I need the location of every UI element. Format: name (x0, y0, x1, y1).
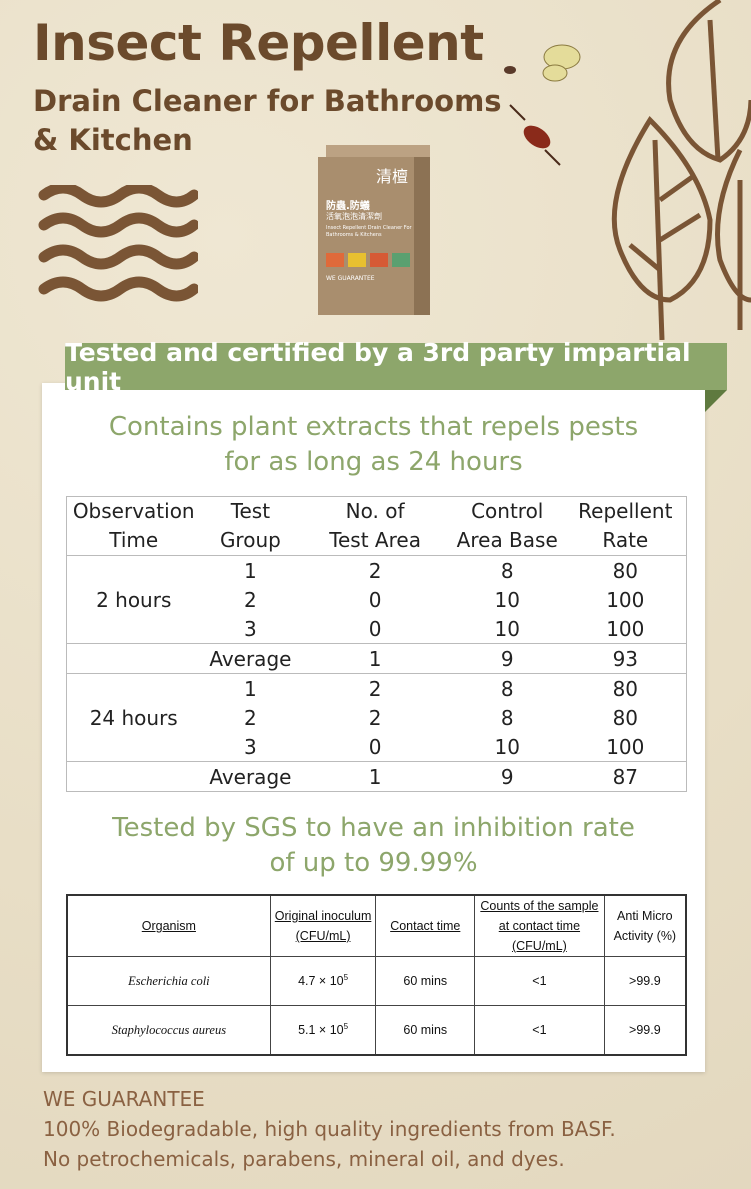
footer-heading: WE GUARANTEE (43, 1087, 205, 1111)
cell: 10 (494, 587, 520, 612)
results-card: Contains plant extracts that repels pest… (42, 383, 705, 1072)
inhibition-heading-line2: of up to 99.99% (269, 848, 478, 878)
banner-fold (705, 390, 727, 412)
cell: 80 (612, 558, 639, 583)
insects-icon (504, 44, 581, 166)
cell: 10 (449, 614, 565, 644)
cell: 8 (500, 676, 514, 701)
table-row: 3 0 10 100 (67, 732, 687, 762)
repellent-heading-line1: Contains plant extracts that repels pest… (108, 412, 639, 442)
table-row: 2 hours 1 2 8 80 (66, 555, 687, 644)
cell: 8 (500, 558, 514, 583)
brand-logo: 清檀 (376, 167, 409, 186)
leaf-decoration-icon (611, 0, 751, 340)
repellent-heading: Contains plant extracts that repels pest… (42, 410, 705, 480)
average-row: Average 1 9 93 (66, 643, 687, 674)
footer-line-free-from: No petrochemicals, parabens, mineral oil… (43, 1147, 565, 1171)
cell: 0 (300, 614, 450, 644)
organism: Escherichia coli (66, 956, 271, 1006)
cell: 1 (300, 643, 450, 674)
cell: 9 (449, 643, 565, 674)
product-guarantee: WE GUARANTEE (326, 275, 375, 282)
cell: 2 (368, 558, 382, 583)
wave-lines-icon (38, 185, 198, 302)
cell: 80 (612, 676, 639, 701)
activity: >99.9 (603, 956, 687, 1006)
average-row: Average 1 9 87 (66, 761, 687, 792)
cell: 2 (244, 587, 257, 612)
product-name-zh2: 活氧泡泡清潔劑 (326, 212, 382, 221)
header-test-group: Test Group (200, 496, 301, 556)
table-row: 2 0 10 100 (67, 585, 687, 614)
table-header-row: Observation Time Test Group No. of Test Are… (66, 496, 687, 556)
cell: 100 (564, 614, 687, 644)
footer-line-ingredients: 100% Biodegradable, high quality ingredi… (43, 1117, 616, 1141)
product-icons (326, 253, 410, 267)
inoculum: 4.7 × 105 (269, 956, 377, 1006)
cell: 1 (300, 761, 450, 792)
header-observation-time: Observation Time (66, 496, 201, 556)
header-control-base: Control Area Base (449, 496, 565, 556)
certification-banner: Tested and certified by a 3rd party impa… (65, 338, 727, 396)
header-test-area: No. of Test Area (300, 496, 450, 556)
sgs-table: Organism Original inoculum (CFU/mL) Cont… (66, 894, 687, 1056)
count: <1 (474, 956, 605, 1006)
cell: 2 (368, 676, 382, 701)
activity: >99.9 (603, 1005, 687, 1056)
cell: 80 (612, 705, 639, 730)
cell: 100 (606, 587, 645, 612)
cell: 3 (200, 614, 301, 644)
blank-cell (66, 643, 201, 674)
header-counts: Counts of the sample at contact time (CF… (474, 894, 605, 957)
inhibition-heading-line1: Tested by SGS to have an inhibition rate (112, 813, 635, 843)
table-row: 2 2 8 80 (67, 703, 687, 732)
contact-time: 60 mins (375, 1005, 476, 1056)
product-name-en: Insect Repellent Drain Cleaner For Bathr… (326, 225, 412, 238)
cell: 0 (300, 732, 450, 762)
page-subtitle: Drain Cleaner for Bathrooms & Kitchen (33, 84, 502, 157)
repellent-table: Observation Time Test Group No. of Test Are… (66, 496, 687, 792)
repellent-heading-line2: for as long as 24 hours (224, 447, 523, 477)
inhibition-heading: Tested by SGS to have an inhibition rate… (42, 811, 705, 881)
table-row: Staphylococcus aureus 5.1 × 105 60 mins … (66, 1005, 687, 1056)
count: <1 (474, 1005, 605, 1056)
product-box-image: 清檀 防蟲.防蟻 活氧泡泡清潔劑 Insect Repellent Drain … (318, 145, 430, 315)
blank-cell (66, 761, 201, 792)
table-header-row: Organism Original inoculum (CFU/mL) Cont… (66, 894, 687, 957)
header-activity: Anti Micro Activity (%) (603, 894, 687, 957)
cell: 9 (449, 761, 565, 792)
header-repellent-rate: Repellent Rate (564, 496, 687, 556)
cell: 2 (244, 705, 257, 730)
guarantee-footer: WE GUARANTEE 100% Biodegradable, high qu… (43, 1084, 616, 1174)
cell: 100 (564, 732, 687, 762)
average-label: Average (200, 643, 301, 674)
header-contact-time: Contact time (375, 894, 476, 957)
table-row: Escherichia coli 4.7 × 105 60 mins <1 >9… (66, 956, 687, 1006)
cell: 2 (368, 705, 382, 730)
cell: 1 (244, 676, 257, 701)
cell: 8 (500, 705, 514, 730)
observation-time: 24 hours (66, 673, 201, 762)
product-name-zh: 防蟲.防蟻 (326, 201, 370, 212)
cell: 1 (244, 558, 257, 583)
table-row: 3 0 10 100 (67, 614, 687, 644)
table-row: 24 hours 1 2 8 80 (66, 673, 687, 762)
contact-time: 60 mins (375, 956, 476, 1006)
page-title: Insect Repellent (33, 14, 484, 72)
average-label: Average (200, 761, 301, 792)
organism: Staphylococcus aureus (66, 1005, 271, 1056)
cell: 93 (564, 643, 687, 674)
cell: 3 (200, 732, 301, 762)
header-organism: Organism (66, 894, 271, 957)
observation-time: 2 hours (66, 555, 201, 644)
cell: 0 (368, 587, 382, 612)
inoculum: 5.1 × 105 (269, 1005, 377, 1056)
cell: 87 (564, 761, 687, 792)
header-inoculum: Original inoculum (CFU/mL) (269, 894, 377, 957)
cell: 10 (449, 732, 565, 762)
